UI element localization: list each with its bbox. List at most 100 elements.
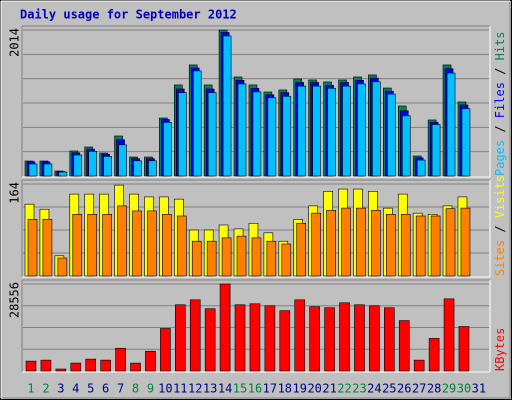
bar [87,213,98,277]
bar [57,257,68,277]
bar [58,171,68,177]
bar [431,124,441,177]
bar [115,347,126,372]
x-tick-label: 23 [352,382,366,396]
bar [281,243,292,277]
x-tick-label: 5 [87,382,94,396]
bar [236,235,247,277]
bar [70,362,82,372]
x-tick-label: 28 [427,382,441,396]
bar [100,359,111,372]
bar [311,212,321,277]
y-tick-label: 164 [8,182,22,204]
x-tick-label: 4 [72,382,79,396]
bar [192,70,202,177]
bar [219,283,231,372]
bar [251,237,262,277]
legend-entry: Pages [493,140,507,176]
bar [178,92,187,177]
x-tick-label: 29 [442,382,456,396]
bar [25,360,37,372]
x-tick-label: 14 [218,382,232,396]
bar [443,298,455,372]
bar [297,85,307,177]
bar [372,81,381,177]
bar [386,213,396,277]
bar [177,215,187,277]
bar [266,240,277,277]
x-tick-label: 18 [278,382,292,396]
bar [264,305,276,372]
bar [162,213,172,277]
x-tick-label: 31 [472,382,486,396]
bar [445,208,456,277]
chart-title: Daily usage for September 2012 [20,8,237,22]
bar [324,307,335,372]
bar [342,85,351,177]
x-tick-label: 1 [27,382,34,396]
bar [55,368,67,372]
x-tick-label: 19 [293,382,307,396]
bar [357,83,366,177]
bar [458,326,470,372]
bar [207,92,217,177]
bar [118,144,127,177]
bar [222,35,232,177]
x-tick-label: 2 [42,382,49,396]
x-tick-label: 26 [397,382,411,396]
x-tick-label: 6 [102,382,109,396]
legend-separator: / [493,60,507,82]
bar [160,328,171,372]
bar [191,240,202,277]
bar [252,91,262,177]
bar [294,299,306,372]
bar [401,115,411,177]
x-tick-label: 24 [367,382,381,396]
bar [369,305,380,372]
bar [413,359,425,372]
x-tick-label: 25 [382,382,396,396]
bar [147,210,157,277]
x-tick-label: 13 [203,382,217,396]
bar [163,122,172,177]
y-tick-label: 28556 [8,282,22,318]
bar [28,163,38,177]
legend: Pages / Files / Hits [493,31,507,176]
bar [132,210,142,277]
legend-entry: Files [493,82,507,118]
bar [326,210,336,277]
bar [204,308,216,372]
bar [88,151,98,177]
bar [430,215,441,277]
bar [371,210,381,277]
bar [85,358,97,372]
x-tick-label: 8 [132,382,139,396]
y-tick-label: 2014 [8,28,22,57]
bar [416,159,426,177]
bar [72,213,83,277]
bar [446,72,456,177]
legend-entry: Sites [493,240,507,276]
bar [43,163,53,177]
bar [145,350,156,372]
bar [398,320,410,372]
x-tick-label: 17 [263,382,277,396]
bar [102,213,112,277]
bar [428,338,440,372]
legend-entry: Hits [493,31,507,60]
x-tick-label: 12 [188,382,202,396]
bar [354,304,365,372]
x-tick-label: 30 [457,382,471,396]
x-tick-label: 27 [412,382,426,396]
bar [148,160,157,177]
x-tick-label: 16 [248,382,262,396]
x-tick-label: 7 [117,382,124,396]
x-tick-label: 20 [307,382,321,396]
legend-separator: / [493,218,507,240]
legend-entry: Visits [493,175,507,218]
bar [237,83,247,177]
x-tick-label: 15 [233,382,247,396]
bar [249,303,261,372]
bar [175,304,186,372]
